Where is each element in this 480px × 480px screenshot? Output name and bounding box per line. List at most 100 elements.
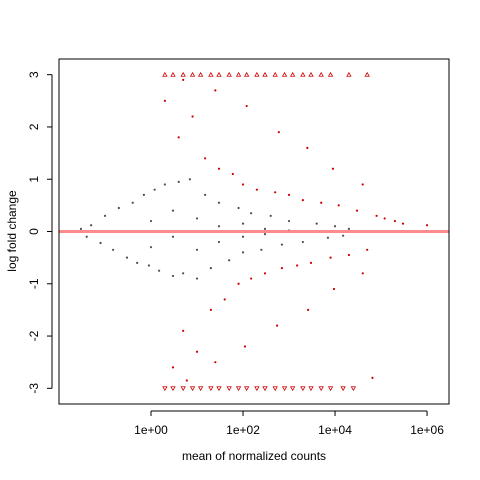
non-significant-point (326, 236, 330, 239)
significant-point (401, 222, 405, 225)
clipped-up-triangle-point (327, 71, 334, 77)
significant-point (355, 209, 359, 212)
non-significant-point (153, 188, 156, 191)
significant-point (275, 324, 279, 327)
y-tick-label: 0 (27, 228, 41, 235)
x-tick-label: 1e+06 (410, 423, 444, 437)
non-significant-point (195, 277, 199, 280)
plot-frame (58, 58, 450, 405)
non-significant-point (182, 272, 185, 275)
significant-point (204, 157, 207, 160)
significant-point (309, 261, 313, 264)
clipped-down-triangle-point (308, 386, 314, 392)
significant-point (287, 193, 291, 197)
non-significant-point (103, 214, 107, 217)
clipped-down-triangle-point (180, 386, 186, 392)
non-significant-point (136, 261, 139, 264)
non-significant-point (204, 193, 207, 197)
y-tick-label: 3 (27, 71, 41, 78)
significant-point (263, 272, 267, 275)
non-significant-point (209, 266, 212, 270)
clipped-up-triangle-point (308, 71, 314, 77)
significant-point (301, 199, 304, 202)
non-significant-point (217, 240, 221, 244)
y-tick-label: -2 (27, 330, 41, 341)
non-significant-point (342, 234, 345, 237)
clipped-up-triangle-point (281, 71, 288, 77)
clipped-up-triangle-point (289, 71, 296, 77)
non-significant-point (269, 214, 272, 217)
non-significant-point (149, 219, 153, 223)
non-significant-point (315, 222, 318, 225)
significant-point (250, 277, 253, 280)
x-tick-label: 1e+04 (318, 423, 352, 437)
significant-point (280, 266, 284, 270)
non-significant-point (280, 243, 284, 246)
clipped-up-triangle-point (197, 71, 204, 77)
non-significant-point (79, 227, 83, 230)
clipped-up-triangle-point (262, 71, 268, 77)
significant-point (231, 172, 234, 176)
x-tick-label: 1e+00 (134, 423, 168, 437)
clipped-up-triangle-point (243, 71, 250, 77)
non-significant-point (99, 241, 102, 245)
clipped-down-triangle-point (208, 386, 214, 392)
significant-point (214, 361, 217, 364)
non-significant-point (195, 217, 199, 220)
significant-point (195, 350, 199, 353)
significant-point (329, 256, 332, 259)
significant-point (383, 217, 386, 220)
significant-point (241, 183, 245, 186)
significant-point (306, 146, 309, 149)
y-tick-label: 2 (27, 123, 41, 130)
y-tick-label: 1 (27, 176, 41, 183)
significant-point (277, 131, 280, 134)
clipped-down-triangle-point (189, 386, 196, 392)
non-significant-point (131, 201, 134, 204)
non-significant-point (90, 224, 93, 227)
non-significant-point (333, 225, 337, 228)
clipped-up-triangle-point (364, 71, 370, 77)
non-significant-point (263, 227, 267, 230)
significant-point (177, 136, 180, 139)
clipped-up-triangle-point (180, 71, 186, 77)
clipped-up-triangle-point (162, 71, 168, 77)
clipped-up-triangle-point (226, 71, 232, 77)
clipped-up-triangle-point (318, 71, 324, 77)
clipped-down-triangle-point (254, 386, 260, 392)
non-significant-point (347, 227, 350, 230)
non-significant-point (158, 269, 161, 272)
significant-point (320, 201, 323, 204)
clipped-down-triangle-point (162, 386, 168, 392)
significant-point (171, 366, 175, 369)
significant-point (361, 183, 364, 186)
y-axis-label: log fold change (5, 190, 19, 272)
non-significant-point (250, 212, 253, 215)
significant-point (255, 188, 258, 191)
significant-point (425, 224, 429, 227)
significant-point (182, 329, 185, 332)
non-significant-point (217, 201, 221, 204)
clipped-down-triangle-point (272, 386, 278, 392)
non-significant-point (163, 183, 166, 186)
significant-point (237, 282, 240, 285)
significant-point (337, 204, 340, 207)
x-axis-label: mean of normalized counts (182, 449, 326, 463)
non-significant-point (171, 209, 175, 212)
significant-point (243, 345, 247, 348)
clipped-down-triangle-point (226, 386, 232, 392)
significant-point (371, 376, 374, 379)
y-tick-label: -3 (27, 383, 41, 394)
clipped-down-triangle-point (281, 386, 288, 392)
clipped-down-triangle-point (327, 386, 334, 392)
non-significant-point (85, 235, 88, 238)
clipped-up-triangle-point (189, 71, 196, 77)
clipped-down-triangle-point (340, 386, 346, 392)
x-tick-label: 1e+02 (226, 423, 260, 437)
non-significant-point (241, 222, 245, 225)
significant-point (375, 214, 378, 217)
clipped-up-triangle-point (272, 71, 278, 77)
